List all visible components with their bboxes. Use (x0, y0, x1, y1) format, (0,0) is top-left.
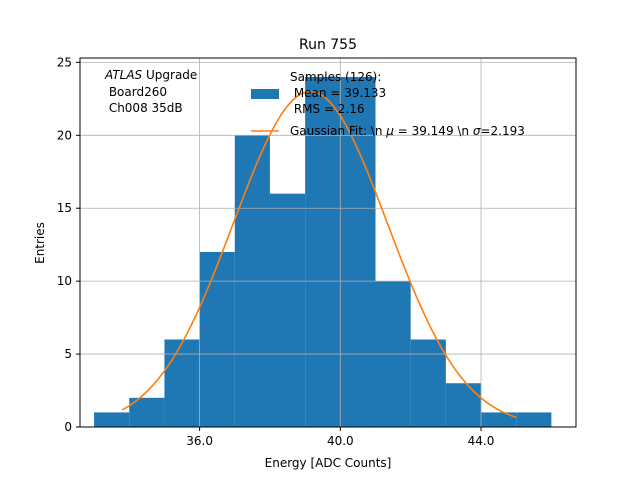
histogram-bar (94, 412, 130, 427)
x-axis-label: Energy [ADC Counts] (265, 456, 392, 470)
legend-histogram-line-1: Samples (126): (290, 70, 381, 84)
histogram-bar (516, 412, 552, 427)
x-tick-label: 36.0 (186, 434, 213, 448)
histogram-bar (410, 339, 446, 427)
legend: Samples (126): Mean = 39.133 RMS = 2.16 … (251, 70, 525, 138)
annotation-line-3: Ch008 35dB (105, 101, 183, 115)
y-axis-label: Entries (33, 222, 47, 264)
annotation-box: ATLAS Upgrade Board260 Ch008 35dB (104, 68, 197, 115)
y-tick-label: 10 (57, 274, 72, 288)
legend-histogram-swatch (251, 89, 279, 99)
histogram-bar (269, 193, 306, 427)
histogram-bar (164, 339, 200, 427)
y-tick-label: 15 (57, 201, 72, 215)
y-tick-label: 0 (64, 420, 72, 434)
legend-fit-prefix: Gaussian Fit: \n (290, 124, 386, 138)
chart-title: Run 755 (299, 37, 357, 53)
legend-histogram-line-3: RMS = 2.16 (290, 102, 365, 116)
annotation-experiment-suffix: Upgrade (142, 68, 197, 82)
legend-fit-sigma-value: =2.193 (480, 124, 524, 138)
histogram-bar (199, 251, 235, 427)
histogram-bar (445, 383, 482, 427)
histogram-bar (481, 412, 517, 427)
legend-histogram-line-2: Mean = 39.133 (290, 86, 386, 100)
gaussian-fit-curve (121, 90, 517, 419)
plot-frame (79, 57, 577, 428)
legend-fit-mu-symbol: μ (385, 124, 394, 138)
annotation-line-2: Board260 (105, 85, 167, 99)
histogram-bar (129, 397, 165, 427)
x-axis-ticks: 36.0 40.0 44.0 (186, 427, 494, 448)
y-tick-label: 5 (64, 347, 72, 361)
annotation-experiment: ATLAS (104, 68, 143, 82)
annotation-line-1: ATLAS Upgrade (104, 68, 197, 82)
y-axis-ticks: 0 5 10 15 20 25 (57, 55, 80, 434)
y-tick-label: 20 (57, 128, 72, 142)
x-tick-label: 40.0 (327, 434, 354, 448)
legend-fit-sigma-symbol: σ (473, 124, 481, 138)
gaussian-fit-layer (121, 90, 517, 419)
legend-fit-text: Gaussian Fit: \n μ = 39.149 \n σ=2.193 (290, 124, 525, 138)
legend-fit-mu-value: = 39.149 \n (394, 124, 473, 138)
y-tick-label: 25 (57, 55, 72, 69)
x-tick-label: 44.0 (468, 434, 495, 448)
